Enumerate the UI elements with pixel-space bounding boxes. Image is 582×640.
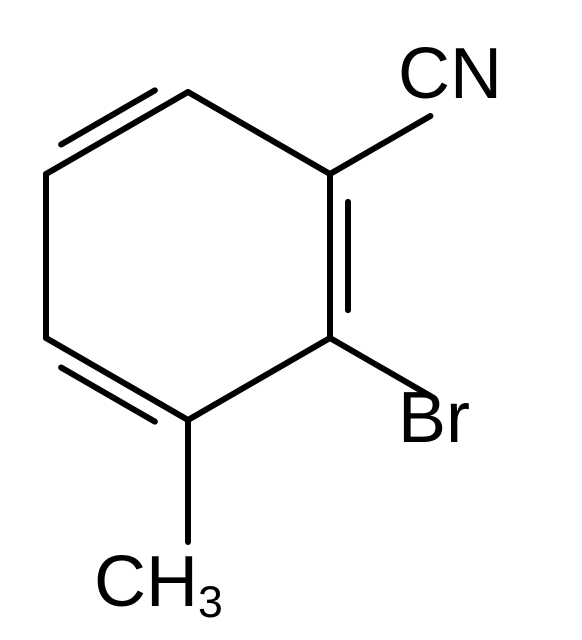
- ch3-text: CH: [94, 542, 198, 622]
- cn-label: CN: [398, 38, 502, 110]
- molecule-canvas: CN Br CH3: [0, 0, 582, 640]
- ch3-sub: 3: [198, 578, 223, 627]
- ch3-label: CH3: [94, 546, 223, 626]
- br-label: Br: [398, 382, 470, 454]
